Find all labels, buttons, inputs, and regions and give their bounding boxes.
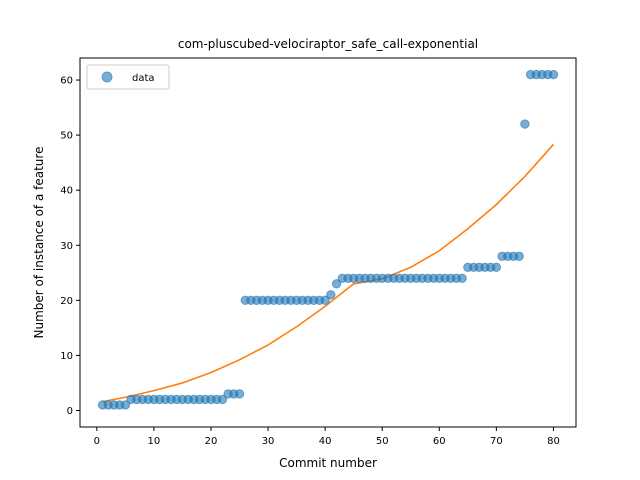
data-point bbox=[457, 273, 467, 283]
y-tick-label: 30 bbox=[60, 241, 73, 252]
x-tick-label: 40 bbox=[319, 436, 332, 447]
data-point bbox=[320, 295, 330, 306]
data-point bbox=[491, 262, 502, 272]
data-point bbox=[217, 394, 228, 405]
data-point bbox=[331, 279, 342, 289]
data-points-layer bbox=[97, 69, 559, 410]
legend: data bbox=[86, 64, 170, 90]
plot-frame bbox=[79, 57, 577, 428]
y-tick-label: 50 bbox=[60, 131, 73, 142]
data-point bbox=[326, 290, 336, 300]
y-tick-label: 10 bbox=[60, 351, 73, 362]
x-axis-label: Commit number bbox=[279, 456, 377, 470]
legend-label-data: data bbox=[132, 73, 155, 84]
y-tick-label: 0 bbox=[67, 406, 73, 417]
y-tick-label: 20 bbox=[60, 296, 73, 307]
data-point bbox=[514, 251, 524, 261]
x-tick-label: 80 bbox=[547, 436, 560, 447]
chart-title: com-pluscubed-velociraptor_safe_call-exp… bbox=[178, 37, 478, 51]
y-tick-label: 60 bbox=[60, 76, 73, 87]
x-tick-label: 30 bbox=[262, 436, 275, 447]
x-tick-label: 50 bbox=[376, 436, 389, 447]
data-point bbox=[548, 69, 559, 80]
legend-box bbox=[86, 64, 170, 90]
x-axis: 0 10 20 30 40 50 60 70 80 bbox=[94, 427, 560, 447]
x-tick-label: 10 bbox=[148, 436, 161, 447]
y-axis-label: Number of instance of a feature bbox=[32, 147, 46, 339]
x-tick-label: 60 bbox=[433, 436, 446, 447]
data-point bbox=[520, 119, 530, 129]
fit-line-layer bbox=[102, 143, 555, 403]
legend-marker-data bbox=[101, 71, 113, 83]
data-point bbox=[234, 389, 245, 399]
x-tick-label: 20 bbox=[205, 436, 218, 447]
y-axis: 0 10 20 30 40 50 60 bbox=[60, 76, 80, 417]
y-tick-label: 40 bbox=[60, 186, 73, 197]
x-tick-label: 70 bbox=[490, 436, 503, 447]
x-tick-label: 0 bbox=[94, 436, 100, 447]
fit-line bbox=[102, 143, 555, 403]
data-point bbox=[120, 400, 131, 410]
